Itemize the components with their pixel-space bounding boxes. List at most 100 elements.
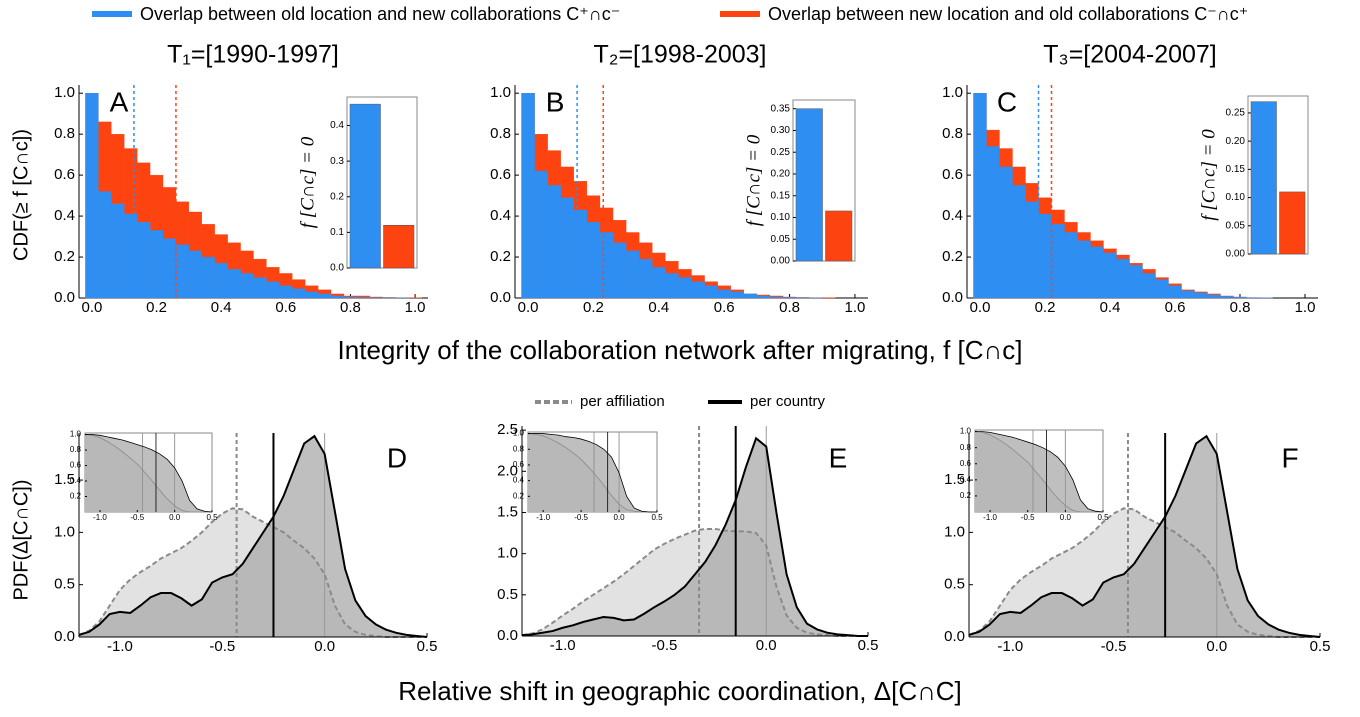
inset-bar: [1250, 101, 1277, 255]
y-tick-label: 0.2: [490, 248, 511, 265]
x-tick-label: 0.5: [206, 513, 218, 522]
inset-bar: [383, 225, 415, 269]
y-tick-label: 2.0: [497, 462, 518, 479]
bar: [782, 297, 797, 299]
inset-y-tick-label: 0.10: [771, 212, 791, 223]
y-tick-label: 0.8: [942, 125, 963, 142]
x-tick-label: 0.6: [1165, 299, 1186, 316]
x-tick-label: 0.4: [211, 299, 232, 316]
y-tick-label: 1.0: [54, 523, 75, 540]
y-tick-label: 0.4: [960, 475, 972, 484]
bar: [175, 244, 190, 299]
bar: [599, 232, 614, 299]
x-tick-label: 0.5: [1097, 513, 1109, 522]
inset-y-tick-label: 0.10: [1226, 192, 1246, 203]
y-tick-label: 0.6: [54, 166, 75, 183]
inset-bar: [825, 210, 853, 262]
bar: [240, 273, 254, 299]
y-tick-label: 0.2: [54, 248, 75, 265]
y-tick-label: 0.4: [54, 207, 75, 224]
inset-bar: [349, 103, 381, 269]
bar: [639, 258, 653, 299]
area-line: [521, 436, 868, 637]
y-tick-label: 0.0: [54, 628, 75, 645]
x-tick-label: 0.0: [970, 299, 991, 316]
bar: [665, 273, 679, 299]
inset-y-tick-label: 0.30: [771, 125, 791, 136]
inset-y-label: f [C∩c] = 0: [297, 136, 318, 228]
inset-y-tick-label: 0.4: [330, 120, 344, 131]
bar: [343, 296, 358, 299]
panel-letter: E: [829, 442, 848, 473]
y-tick-label: 0.6: [70, 461, 82, 470]
area-line: [975, 431, 1104, 513]
area-line: [78, 434, 428, 638]
x-tick-label: 0.0: [1206, 638, 1227, 655]
bar: [1116, 258, 1130, 299]
y-tick-label: 0.0: [942, 289, 963, 306]
y-tick-label: 1.0: [490, 84, 511, 101]
inset-y-tick-label: 0.1: [330, 227, 344, 238]
y-tick-label: 1.0: [942, 84, 963, 101]
bar: [1233, 297, 1247, 299]
inset-bar: [795, 108, 823, 262]
bar: [573, 209, 588, 299]
area-line: [528, 433, 657, 513]
y-tick-label: 2.5: [497, 421, 518, 438]
x-tick-label: 0.2: [146, 299, 167, 316]
inset-y-tick-label: 0.20: [771, 169, 791, 180]
y-tick-label: 0.0: [944, 628, 965, 645]
y-tick-label: 0.5: [944, 576, 965, 593]
x-tick-label: 0.5: [651, 513, 663, 522]
y-tick-label: 1.0: [960, 427, 972, 436]
inset-y-tick-label: 0.15: [771, 190, 791, 201]
bar: [986, 146, 1000, 299]
bar: [973, 93, 987, 299]
bar: [356, 297, 370, 299]
bar: [612, 242, 627, 299]
y-tick-label: 0.4: [513, 476, 525, 485]
legend-label: Overlap between old location and new col…: [140, 4, 620, 24]
bar: [1194, 292, 1208, 299]
inset-y-tick-label: 0.00: [1226, 249, 1246, 260]
chart-title: T₂=[1998-2003]: [593, 41, 766, 69]
y-tick-label: 0.8: [490, 125, 511, 142]
x-tick-label: 0.0: [613, 513, 625, 522]
x-tick-label: -1.0: [93, 513, 107, 522]
x-tick-label: 0.0: [1060, 513, 1072, 522]
bar: [625, 250, 640, 299]
bar: [691, 281, 705, 299]
x-axis-label: Integrity of the collaboration network a…: [338, 335, 1023, 365]
inset-y-tick-label: 0.00: [771, 256, 791, 267]
x-tick-label: -0.5: [130, 513, 144, 522]
y-tick-label: 0.2: [513, 491, 525, 500]
bar: [266, 281, 280, 299]
y-tick-label: 0.0: [54, 289, 75, 306]
area-line: [85, 434, 213, 513]
x-tick-label: 1.0: [1295, 299, 1316, 316]
area-fill: [85, 434, 212, 512]
bar: [534, 170, 548, 299]
y-tick-label: 1.5: [54, 471, 75, 488]
y-axis-label: CDF(≥ f [C∩c]): [10, 129, 32, 261]
panel-letter: D: [387, 442, 407, 473]
bar: [1142, 273, 1156, 299]
x-tick-label: 0.2: [1035, 299, 1056, 316]
bar: [704, 285, 718, 299]
bar: [1155, 279, 1169, 299]
bar: [214, 263, 228, 299]
area-fill: [969, 436, 1320, 637]
y-tick-label: 0.2: [70, 492, 82, 501]
bar: [1012, 185, 1026, 299]
x-tick-label: 0.8: [340, 299, 361, 316]
y-tick-label: 0.0: [497, 627, 518, 644]
inset-y-tick-label: 0.2: [330, 191, 344, 202]
area-fill: [975, 431, 1103, 512]
bar: [1103, 252, 1117, 299]
bar: [124, 213, 138, 299]
legend-label: Overlap between new location and old col…: [768, 4, 1248, 24]
bar: [560, 197, 574, 299]
inset-y-tick-label: 0.15: [1226, 164, 1246, 175]
bar: [521, 93, 535, 299]
